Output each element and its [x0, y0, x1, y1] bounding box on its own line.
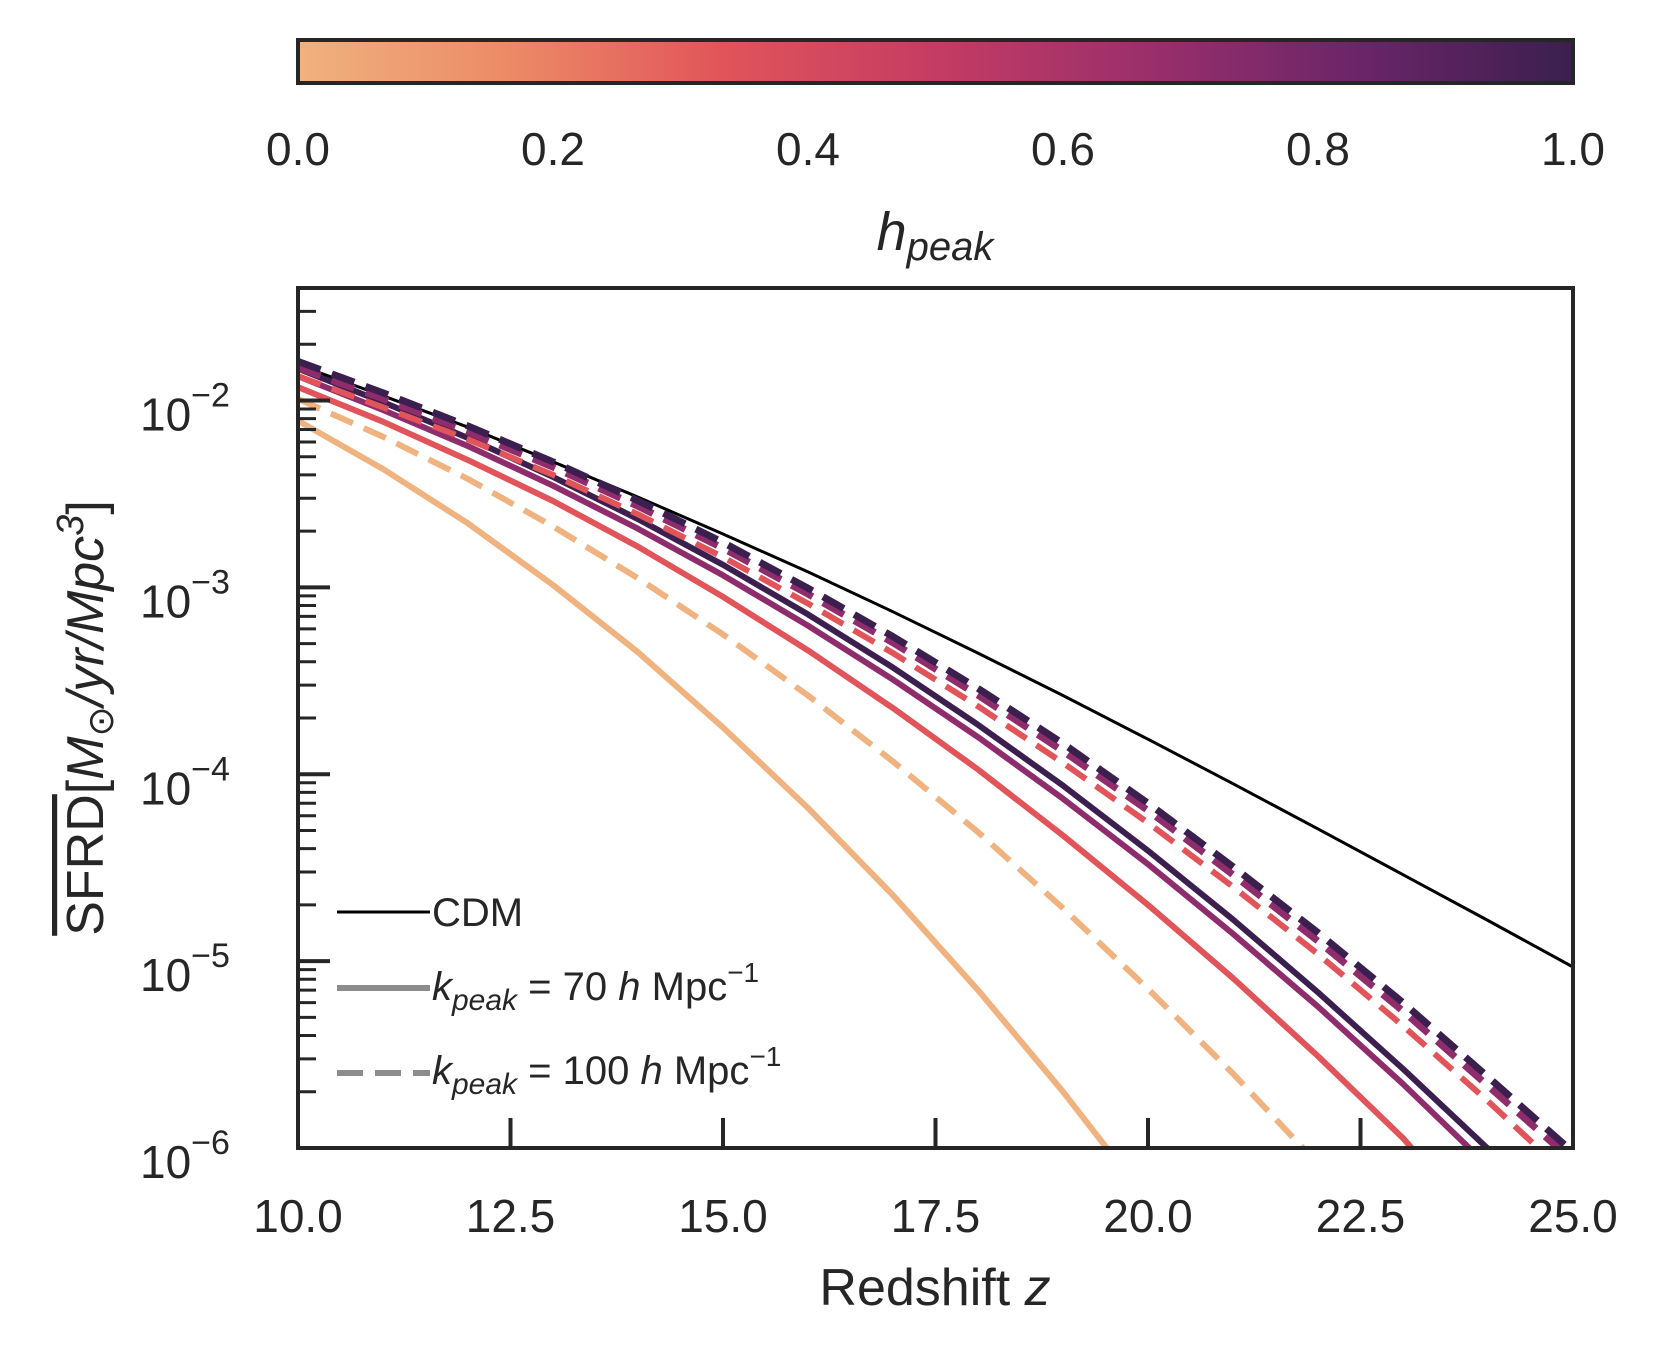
legend-label-cdm: CDM — [432, 891, 523, 935]
series-line — [298, 373, 1543, 1148]
legend-k70-sub: peak — [451, 984, 519, 1017]
y-tick-label: 10−2 — [140, 377, 230, 441]
plot-area: 10.0 12.5 15.0 17.5 20.0 22.5 25.0 10−610−510−… — [140, 286, 1618, 1242]
y-ticks: 10−6 10−5 10−4 10−3 10−2 — [140, 286, 330, 1188]
colorbar-tick-label: 0.0 — [266, 123, 330, 175]
legend-k70-unit: Mpc — [641, 965, 728, 1009]
x-axis-label-var: z — [1024, 1259, 1051, 1317]
series-line — [298, 364, 1564, 1148]
x-tick-label: 25.0 — [1528, 1190, 1618, 1242]
colorbar-ticks: 0.0 0.2 0.4 0.6 0.8 1.0 — [266, 123, 1605, 175]
x-tick-label: 17.5 — [891, 1190, 981, 1242]
legend-k100-sub: peak — [451, 1068, 519, 1101]
x-tick-label: 20.0 — [1103, 1190, 1193, 1242]
legend-k100-sup: −1 — [749, 1041, 781, 1072]
series-line — [298, 358, 1573, 1148]
x-tick-label: 12.5 — [466, 1190, 556, 1242]
legend-k70-sup: −1 — [727, 957, 759, 988]
colorbar-tick-label: 0.6 — [1031, 123, 1095, 175]
legend-k100-k: k — [432, 1049, 454, 1093]
legend-k70-eq: = 70 — [517, 965, 618, 1009]
colorbar-tick-label: 1.0 — [1541, 123, 1605, 175]
x-tick-label: 10.0 — [253, 1190, 343, 1242]
y-axis-label-exp: 3 — [50, 515, 92, 536]
y-tick-label: 10−5 — [140, 937, 230, 1001]
legend-k100-unit: Mpc — [663, 1049, 750, 1093]
legend-k100-eq: = 100 — [517, 1049, 640, 1093]
y-axis-label-open: [ — [57, 779, 115, 794]
legend-k70-k: k — [432, 965, 454, 1009]
colorbar-tick-label: 0.8 — [1286, 123, 1350, 175]
x-axis-label: Redshift z — [819, 1259, 1050, 1317]
y-axis-label-rest: /yr/Mpc — [57, 536, 115, 709]
colorbar-label: hpeak — [877, 202, 996, 269]
y-axis-label-close: ] — [57, 500, 115, 514]
x-tick-label: 15.0 — [678, 1190, 768, 1242]
series-line — [298, 384, 1416, 1148]
y-axis-label-sun: ⊙ — [80, 706, 121, 736]
x-axis-label-main: Redshift — [819, 1259, 1010, 1317]
colorbar-tick-label: 0.2 — [521, 123, 585, 175]
x-ticks: 10.0 12.5 15.0 17.5 20.0 22.5 25.0 — [253, 1118, 1618, 1242]
series-line — [298, 373, 1474, 1148]
legend: CDM kpeak = 70 h Mpc−1 kpeak = 100 h Mpc… — [337, 891, 781, 1101]
y-axis-label-group: SFRD[M⊙/yr/Mpc3] — [50, 500, 121, 936]
colorbar-label-sub: peak — [906, 225, 996, 269]
colorbar-gradient — [296, 38, 1575, 85]
legend-label-k100: kpeak = 100 h Mpc−1 — [432, 1041, 781, 1101]
y-axis-label-m: M — [57, 736, 115, 780]
colorbar-tick-label: 0.4 — [776, 123, 840, 175]
legend-k70-h: h — [618, 965, 640, 1009]
plot-frame — [296, 286, 1575, 1150]
legend-k100-h: h — [641, 1049, 663, 1093]
plot-background — [298, 288, 1573, 1148]
y-tick-label: 10−3 — [140, 563, 230, 627]
series-layer — [298, 358, 1573, 1148]
x-tick-label: 22.5 — [1316, 1190, 1406, 1242]
y-axis-label-sfrd: SFRD — [57, 794, 115, 936]
y-tick-label: 10−4 — [140, 750, 230, 814]
colorbar: 0.0 0.2 0.4 0.6 0.8 1.0 hpeak — [266, 38, 1605, 269]
series-line — [298, 418, 1111, 1148]
legend-label-k70: kpeak = 70 h Mpc−1 — [432, 957, 759, 1017]
y-axis-label: SFRD[M⊙/yr/Mpc3] — [50, 500, 121, 936]
colorbar-label-main: h — [877, 202, 907, 262]
y-tick-label: 10−6 — [140, 1124, 230, 1188]
